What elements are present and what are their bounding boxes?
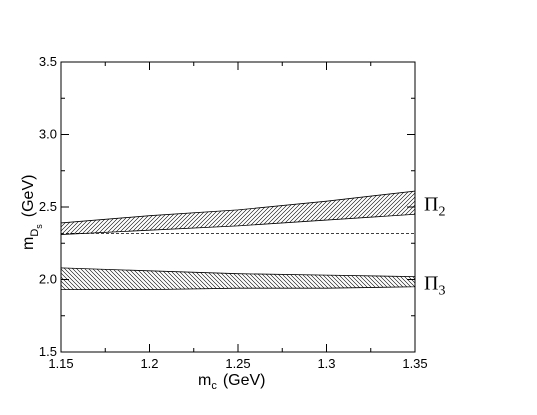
y-tick-label: 3.5 [39,54,57,69]
band-label-1: Π2 [424,194,445,220]
y-tick-label: 1.5 [39,344,57,359]
x-tick-label: 1.35 [402,356,427,371]
x-ticks: 1.15 1.2 1.25 1.3 1.35 [48,62,428,371]
y-tick-label: 2.0 [39,272,57,287]
band-label-2: Π3 [424,273,445,299]
bands [60,190,416,291]
y-tick-label: 2.5 [39,199,57,214]
x-tick-label: 1.15 [48,356,73,371]
x-tick-label: 1.2 [140,356,158,371]
x-tick-label: 1.25 [225,356,250,371]
y-axis-label: mDs(GeV) [20,175,44,250]
band-1 [60,190,416,235]
band-labels: Π2 Π3 [424,194,445,299]
band-2 [60,267,416,291]
y-tick-label: 3.0 [39,127,57,142]
x-tick-label: 1.3 [317,356,335,371]
y-ticks: 1.5 2.0 2.5 3.0 3.5 [39,54,415,359]
x-axis-label: mc (GeV) [198,372,266,392]
